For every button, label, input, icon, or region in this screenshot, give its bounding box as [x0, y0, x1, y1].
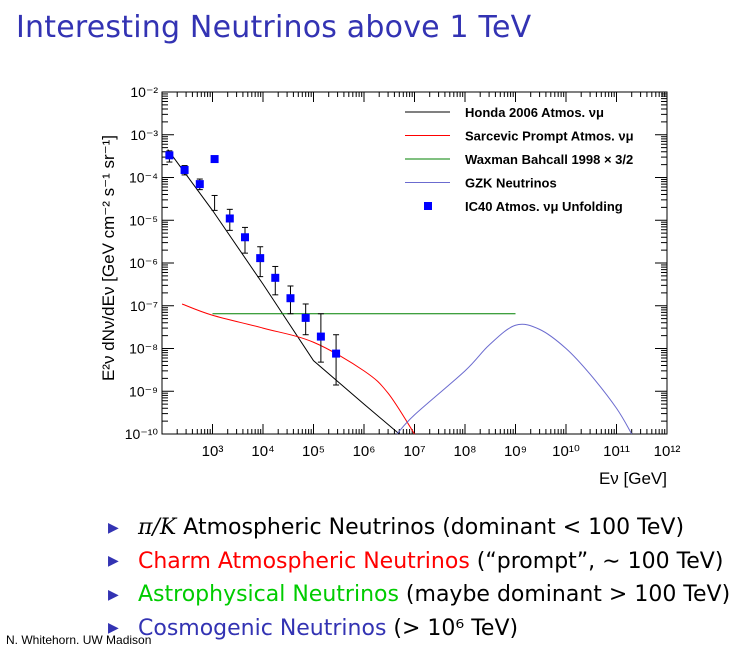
legend-label: Honda 2006 Atmos. νμ — [465, 105, 604, 120]
bullet-rest: (“prompt”, ∼ 100 TeV) — [469, 548, 724, 574]
triangle-bullet-icon: ▶ — [108, 620, 119, 636]
bullet-item: ▶ Astrophysical Neutrinos (maybe dominant… — [108, 578, 730, 612]
y-axis-label: E²ν dNν/dEν [GeV cm⁻² s⁻¹ sr⁻¹] — [99, 135, 118, 381]
legend-label: GZK Neutrinos — [465, 176, 557, 191]
bullet-item: ▶ π/K Atmospheric Neutrinos (dominant < 1… — [108, 511, 730, 545]
x-tick-label: 10⁶ — [353, 443, 376, 460]
triangle-bullet-icon: ▶ — [108, 519, 119, 536]
data-point — [225, 214, 234, 223]
data-point — [316, 332, 325, 341]
legend-label: IC40 Atmos. νμ Unfolding — [465, 199, 623, 214]
flux-chart: 10³ 10⁴ 10⁵ 10⁶ 10⁷ 10⁸ 10⁹ 10¹⁰ 10¹¹ 10¹² 10⁻¹⁰ 10… — [99, 84, 681, 488]
bullet-rest: (> 10⁶ TeV) — [386, 615, 519, 641]
bullet-text-colored: Astrophysical Neutrinos — [138, 582, 399, 607]
bullet-item: ▶ Cosmogenic Neutrinos (> 10⁶ TeV) — [108, 612, 730, 646]
data-point — [195, 180, 204, 189]
data-point — [165, 151, 174, 160]
x-tick-label: 10⁹ — [504, 443, 527, 460]
y-tick-label: 10⁻⁴ — [129, 170, 158, 186]
chart-series — [165, 149, 633, 435]
data-point — [301, 313, 310, 322]
bullet-list: ▶ π/K Atmospheric Neutrinos (dominant < 1… — [108, 511, 730, 645]
legend-label: Waxman Bahcall 1998 × 3/2 — [465, 152, 633, 167]
bullet-text-colored: Charm Atmospheric Neutrinos — [138, 548, 470, 574]
x-axis-label: Eν [GeV] — [599, 469, 667, 488]
x-tick-label: 10³ — [202, 443, 224, 460]
chart-axis-labels: Eν [GeV] E²ν dNν/dEν [GeV cm⁻² s⁻¹ sr⁻¹] — [99, 135, 667, 488]
triangle-bullet-icon: ▶ — [108, 553, 119, 569]
data-point — [332, 349, 341, 358]
legend-swatch — [424, 202, 432, 210]
data-point — [240, 233, 249, 242]
bullet-rest: (maybe dominant > 100 TeV) — [398, 582, 731, 607]
x-tick-label: 10¹⁰ — [552, 443, 580, 460]
series-line-0 — [167, 149, 400, 435]
data-point — [256, 254, 265, 263]
data-point — [286, 294, 295, 303]
data-point — [210, 155, 219, 164]
y-tick-label: 10⁻² — [130, 84, 158, 100]
bullet-text: Atmospheric Neutrinos (dominant < 100 Te… — [176, 515, 685, 540]
x-tick-label: 10⁵ — [302, 443, 325, 460]
x-tick-label: 10¹² — [654, 443, 681, 460]
y-tick-label: 10⁻⁸ — [129, 341, 158, 357]
series-line-3 — [396, 323, 633, 435]
y-tick-label: 10⁻³ — [130, 127, 158, 143]
bullet-text-colored: Cosmogenic Neutrinos — [138, 615, 387, 641]
y-tick-label: 10⁻⁶ — [129, 255, 158, 271]
bullet-math: π/K — [138, 515, 177, 540]
x-tick-label: 10⁸ — [453, 443, 476, 460]
slide-title: Interesting Neutrinos above 1 TeV — [16, 10, 532, 45]
x-tick-label: 10⁷ — [403, 443, 425, 460]
y-tick-label: 10⁻⁵ — [129, 212, 158, 228]
footer-credit: N. Whitehorn. UW Madison — [6, 633, 152, 647]
legend-label: Sarcevic Prompt Atmos. νμ — [465, 129, 634, 144]
y-tick-label: 10⁻¹⁰ — [125, 426, 159, 442]
y-tick-label: 10⁻⁷ — [130, 298, 158, 314]
x-tick-label: 10¹¹ — [603, 443, 630, 460]
bullet-item: ▶ Charm Atmospheric Neutrinos (“prompt”, … — [108, 545, 730, 579]
chart-axes: 10³ 10⁴ 10⁵ 10⁶ 10⁷ 10⁸ 10⁹ 10¹⁰ 10¹¹ 10¹² 10⁻¹⁰ 10… — [125, 84, 681, 460]
chart-legend: Honda 2006 Atmos. νμ Sarcevic Prompt Atmo… — [405, 105, 634, 214]
data-point — [180, 165, 189, 174]
triangle-bullet-icon: ▶ — [108, 586, 119, 603]
y-tick-label: 10⁻⁹ — [129, 383, 158, 399]
series-line-1 — [181, 303, 415, 435]
x-tick-label: 10⁴ — [251, 443, 274, 460]
data-point — [271, 273, 280, 282]
